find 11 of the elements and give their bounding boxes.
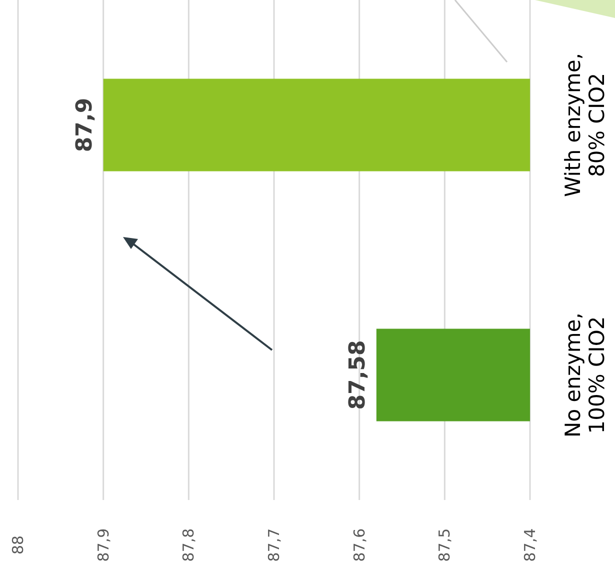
y-tick-label: With enzyme, 80% CIO2 xyxy=(561,52,609,198)
x-tick-label: 87,6 xyxy=(350,528,368,562)
x-tick-label: 88 xyxy=(9,535,27,555)
y-tick-label: No enzyme, 100% CIO2 xyxy=(561,312,609,438)
data-label: 87,58 xyxy=(345,340,370,410)
data-label: 87,9 xyxy=(72,98,98,152)
x-tick-label: 87,8 xyxy=(180,528,198,562)
x-tick-label: 87,5 xyxy=(436,528,454,562)
x-tick-label: 87,7 xyxy=(265,528,283,562)
x-tick-label: 87,9 xyxy=(94,528,112,562)
x-tick-label: 87,4 xyxy=(521,528,539,562)
